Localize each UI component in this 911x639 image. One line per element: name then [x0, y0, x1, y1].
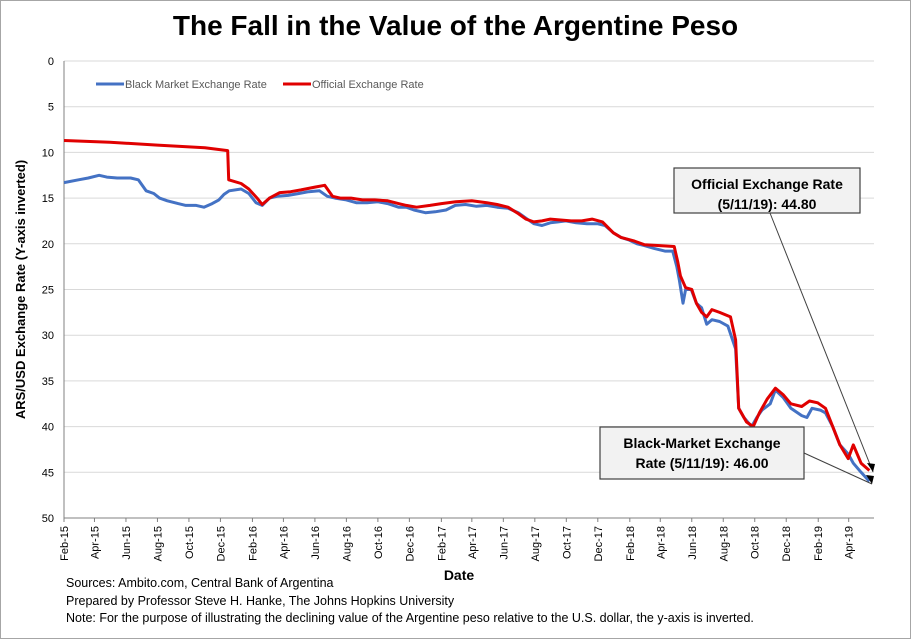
y-tick-label: 35: [42, 376, 54, 388]
y-tick-label: 0: [48, 56, 54, 68]
x-tick-label: Feb-17: [436, 526, 448, 561]
x-tick-label: Feb-16: [247, 526, 259, 561]
x-tick-label: Apr-19: [844, 526, 856, 559]
annotation-arrowhead: [867, 463, 875, 472]
x-tick-label: Apr-18: [655, 526, 667, 559]
y-tick-label: 45: [42, 467, 54, 479]
x-tick-label: Oct-18: [750, 526, 762, 559]
annotation-leader: [769, 212, 874, 473]
annotation-box: [673, 167, 861, 214]
x-tick-label: Oct-16: [373, 526, 385, 559]
y-tick-label: 10: [42, 147, 54, 159]
prepared-by-note: Prepared by Professor Steve H. Hanke, Th…: [66, 594, 455, 608]
x-tick-label: Apr-16: [278, 526, 290, 559]
y-tick-label: 5: [48, 102, 54, 114]
y-tick-label: 40: [42, 422, 54, 434]
x-tick-label: Jun-16: [310, 526, 322, 560]
x-tick-label: Feb-15: [59, 526, 71, 561]
y-tick-label: 20: [42, 239, 54, 251]
annotation-arrowhead: [866, 475, 874, 484]
x-tick-label: Jun-17: [498, 526, 510, 560]
y-tick-label: 30: [42, 330, 54, 342]
x-axis-title: Date: [444, 567, 475, 583]
chart-title: The Fall in the Value of the Argentine P…: [172, 10, 739, 41]
x-tick-label: Jun-18: [687, 526, 699, 560]
x-tick-label: Feb-18: [625, 526, 637, 561]
x-tick-label: Dec-18: [781, 526, 793, 561]
series-line-official: [63, 139, 871, 472]
annotation-text: Rate (5/11/19): 46.00: [635, 455, 768, 471]
x-tick-label: Aug-18: [718, 526, 730, 561]
legend-label: Black Market Exchange Rate: [125, 79, 267, 91]
x-tick-label: Aug-16: [341, 526, 353, 561]
y-tick-label: 50: [42, 513, 54, 525]
x-tick-label: Dec-15: [215, 526, 227, 561]
x-tick-label: Jun-15: [121, 526, 133, 560]
x-tick-label: Oct-17: [561, 526, 573, 559]
x-tick-label: Dec-17: [593, 526, 605, 561]
annotation-box: [599, 426, 805, 480]
y-tick-label: 25: [42, 285, 54, 297]
annotation-text: (5/11/19): 44.80: [718, 196, 817, 212]
annotation-leader: [803, 452, 873, 485]
sources-note: Sources: Ambito.com, Central Bank of Arg…: [66, 576, 334, 590]
axis-note: Note: For the purpose of illustrating th…: [66, 611, 754, 625]
x-tick-label: Aug-15: [152, 526, 164, 561]
y-tick-label: 15: [42, 193, 54, 205]
x-tick-label: Dec-16: [404, 526, 416, 561]
annotation-text: Official Exchange Rate: [691, 176, 843, 192]
x-tick-label: Feb-19: [813, 526, 825, 561]
x-tick-label: Apr-15: [89, 526, 101, 559]
x-tick-label: Oct-15: [184, 526, 196, 559]
y-axis-title: ARS/USD Exchange Rate (Y-axis inverted): [13, 160, 28, 419]
x-tick-label: Apr-17: [467, 526, 479, 559]
annotation-text: Black-Market Exchange: [623, 435, 780, 451]
x-tick-label: Aug-17: [530, 526, 542, 561]
legend-label: Official Exchange Rate: [312, 79, 424, 91]
